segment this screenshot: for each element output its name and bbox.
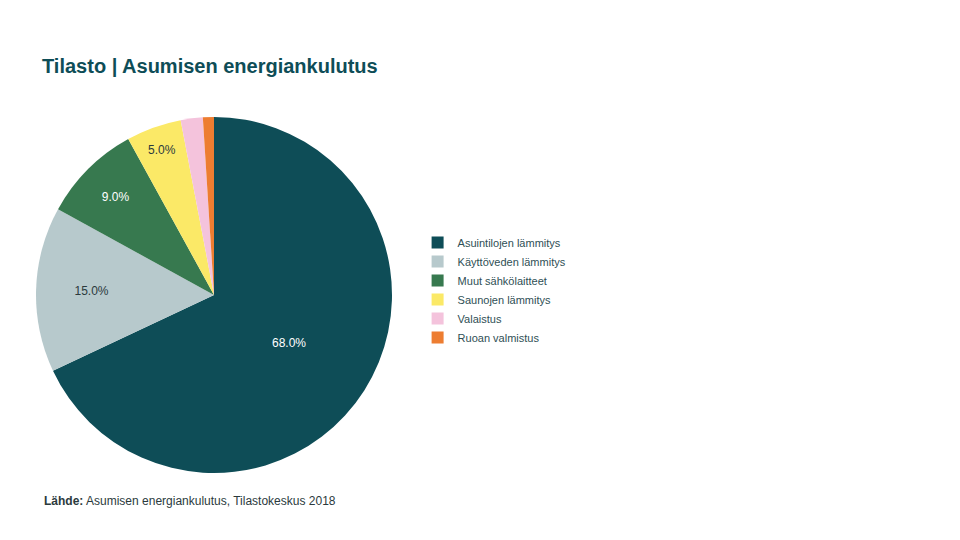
svg-text:Lähde: Asumisen energiankulutu: Lähde: Asumisen energiankulutus, Tilasto… — [44, 494, 336, 508]
svg-text:15.0%: 15.0% — [74, 284, 108, 298]
svg-text:Muut sähkölaitteet: Muut sähkölaitteet — [458, 275, 547, 287]
svg-text:Asuintilojen lämmitys: Asuintilojen lämmitys — [458, 237, 561, 249]
svg-text:Saunojen lämmitys: Saunojen lämmitys — [458, 294, 551, 306]
svg-text:Tilasto | Asumisen energiankul: Tilasto | Asumisen energiankulutus — [42, 55, 378, 77]
svg-text:Valaistus: Valaistus — [458, 313, 502, 325]
svg-text:Ruoan valmistus: Ruoan valmistus — [458, 332, 540, 344]
svg-text:68.0%: 68.0% — [272, 336, 306, 350]
svg-text:9.0%: 9.0% — [102, 190, 130, 204]
svg-text:Käyttöveden lämmitys: Käyttöveden lämmitys — [458, 256, 566, 268]
svg-text:5.0%: 5.0% — [148, 143, 176, 157]
